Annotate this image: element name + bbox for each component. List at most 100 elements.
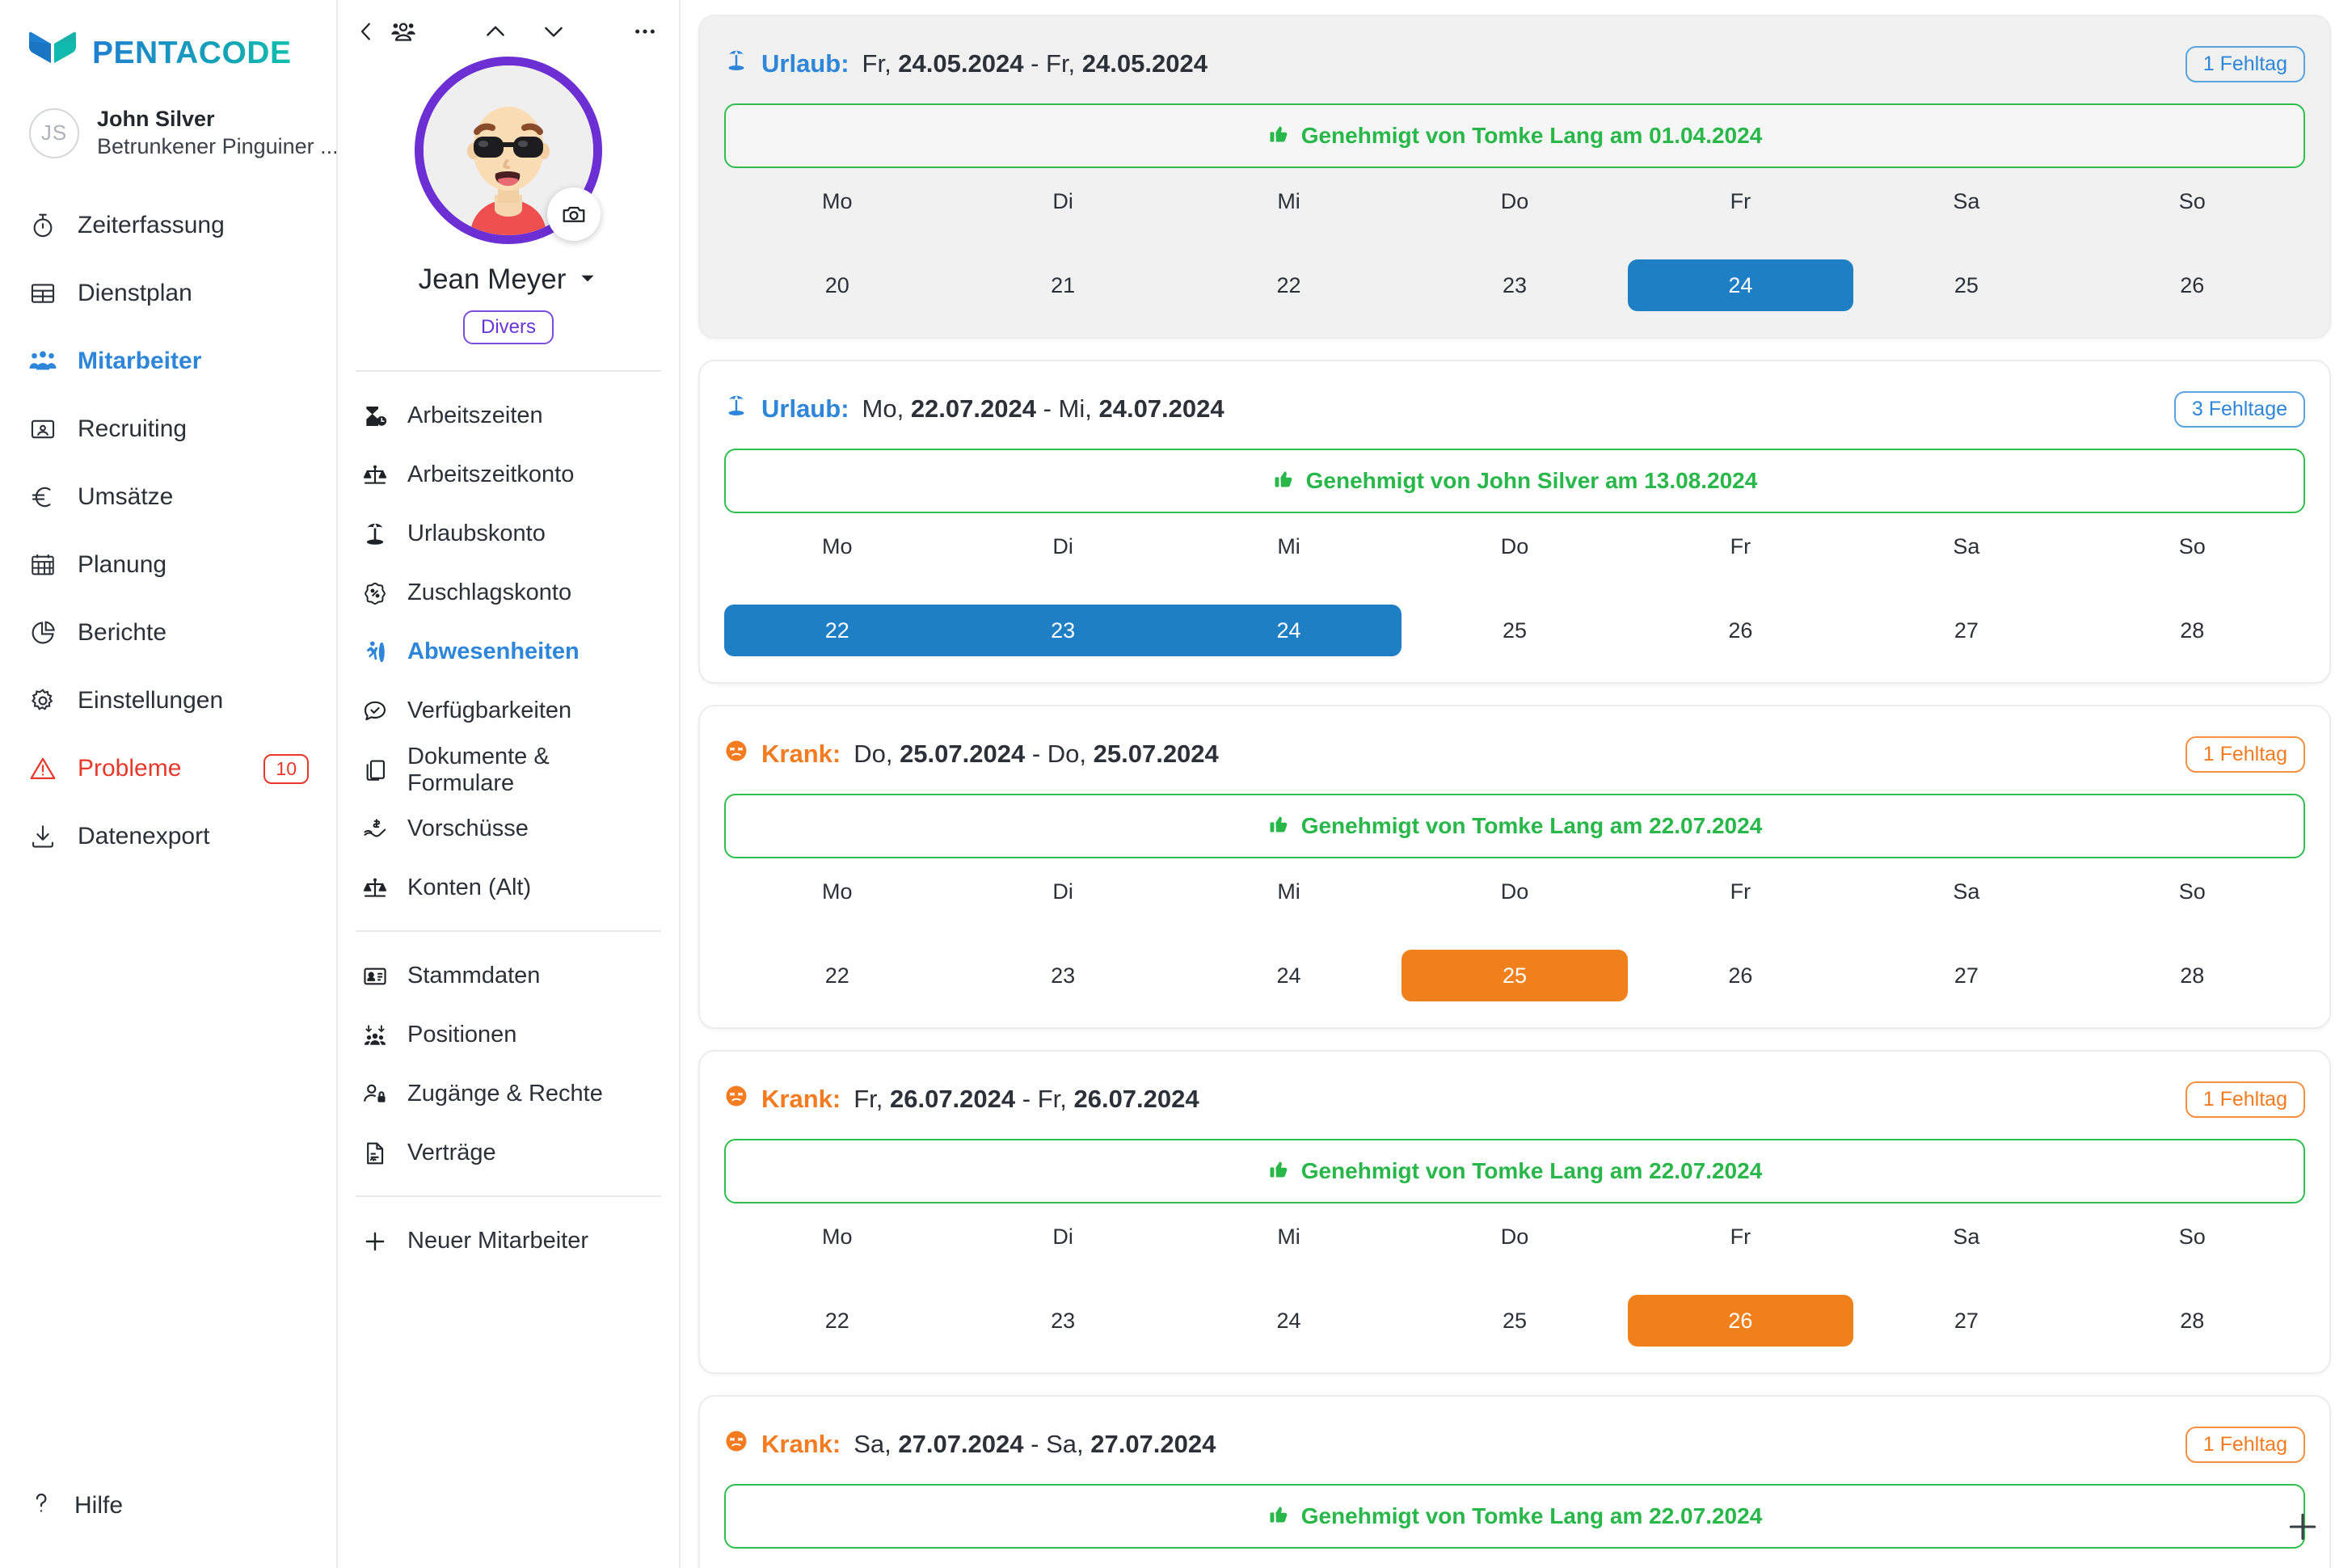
- sidebar-item-zeiterfassung[interactable]: Zeiterfassung: [0, 192, 336, 259]
- emp-nav-abwesenheiten[interactable]: Abwesenheiten: [338, 622, 679, 681]
- sidebar-item-dienstplan[interactable]: Dienstplan: [0, 259, 336, 327]
- emp-nav-label: Dokumente & Formulare: [407, 743, 550, 796]
- chevron-up-icon[interactable]: [483, 19, 508, 44]
- primary-nav: Zeiterfassung Dienstplan Mitarbeiter: [0, 192, 336, 870]
- thumbs-up-icon: [1267, 1157, 1290, 1186]
- divider: [356, 930, 661, 932]
- emp-nav-stammdaten[interactable]: Stammdaten: [338, 946, 679, 1005]
- day-cell[interactable]: 22: [824, 963, 849, 988]
- day-cell[interactable]: 24: [1276, 963, 1301, 988]
- day-cell[interactable]: 21: [1051, 272, 1076, 297]
- table-icon: [27, 278, 58, 309]
- absence-card[interactable]: Urlaub: Fr, 24.05.2024 - Fr, 24.05.2024 …: [698, 15, 2331, 339]
- download-icon: [27, 821, 58, 852]
- day-cell[interactable]: 24: [1627, 259, 1854, 311]
- day-cell[interactable]: 26: [2180, 272, 2205, 297]
- day-cell[interactable]: 25: [1502, 618, 1528, 643]
- day-cell[interactable]: 20: [824, 272, 849, 297]
- thumbs-up-icon: [1267, 812, 1290, 841]
- emp-nav-positionen[interactable]: Positionen: [338, 1005, 679, 1064]
- day-cell[interactable]: 26: [1728, 618, 1753, 643]
- employee-name-dropdown[interactable]: Jean Meyer: [338, 263, 679, 296]
- emp-nav-arbeitszeitkonto[interactable]: Arbeitszeitkonto: [338, 445, 679, 504]
- sick-face-icon: [724, 739, 748, 769]
- emp-nav-vertraege[interactable]: Verträge: [338, 1123, 679, 1182]
- day-cell[interactable]: 23: [950, 605, 1176, 656]
- sidebar-item-planung[interactable]: Planung: [0, 531, 336, 599]
- day-cell[interactable]: 23: [1051, 963, 1076, 988]
- status-badge: 1 Fehltag: [2185, 45, 2305, 82]
- approval-text: Genehmigt von Tomke Lang am 22.07.2024: [1300, 813, 1763, 838]
- new-employee-button[interactable]: Neuer Mitarbeiter: [338, 1212, 679, 1271]
- day-cell[interactable]: 25: [1402, 950, 1628, 1001]
- scales-icon: [360, 874, 390, 903]
- account-row[interactable]: JS John Silver Betrunkener Pinguiner ...: [0, 76, 336, 159]
- divider: [356, 1195, 661, 1197]
- thumbs-up-icon: [1267, 122, 1290, 150]
- absence-title: Krank: Do, 25.07.2024 - Do, 25.07.2024: [724, 739, 1219, 769]
- day-cell[interactable]: 23: [1502, 272, 1528, 297]
- emp-nav-dokumente-formulare[interactable]: Dokumente & Formulare: [338, 740, 679, 799]
- sidebar-item-hilfe[interactable]: Hilfe: [0, 1489, 336, 1568]
- sidebar-item-probleme[interactable]: Probleme 10: [0, 735, 336, 803]
- day-cell[interactable]: 28: [2180, 618, 2205, 643]
- day-cell[interactable]: 25: [1954, 272, 1979, 297]
- absence-card[interactable]: Krank: Fr, 26.07.2024 - Fr, 26.07.2024 1…: [698, 1050, 2331, 1374]
- approval-text: Genehmigt von Tomke Lang am 22.07.2024: [1300, 1503, 1763, 1528]
- emp-nav-urlaubskonto[interactable]: Urlaubskonto: [338, 504, 679, 563]
- day-cell[interactable]: 24: [1276, 1308, 1301, 1333]
- day-cell[interactable]: 22: [824, 1308, 849, 1333]
- sidebar-item-berichte[interactable]: Berichte: [0, 599, 336, 667]
- weekday-label: Mo: [821, 1224, 853, 1249]
- day-cell[interactable]: 28: [2180, 963, 2205, 988]
- absence-type: Krank:: [761, 740, 841, 768]
- emp-nav-label: Vorschüsse: [407, 816, 529, 841]
- sidebar-item-label: Datenexport: [78, 823, 210, 850]
- employee-tag-row: Divers: [338, 310, 679, 344]
- sidebar-item-umsaetze[interactable]: Umsätze: [0, 463, 336, 531]
- day-cell[interactable]: 22: [724, 605, 950, 656]
- avatar: JS: [29, 107, 79, 158]
- chevron-down-icon[interactable]: [541, 19, 567, 44]
- day-cell[interactable]: 23: [1051, 1308, 1076, 1333]
- sidebar-item-datenexport[interactable]: Datenexport: [0, 803, 336, 870]
- absence-card[interactable]: Krank: Sa, 27.07.2024 - Sa, 27.07.2024 1…: [698, 1395, 2331, 1568]
- day-cell[interactable]: 27: [1954, 963, 1979, 988]
- sidebar-item-recruiting[interactable]: Recruiting: [0, 395, 336, 463]
- day-cell[interactable]: 28: [2180, 1308, 2205, 1333]
- emp-nav-zugaenge-rechte[interactable]: Zugänge & Rechte: [338, 1064, 679, 1123]
- absence-card-header: Urlaub: Mo, 22.07.2024 - Mi, 24.07.2024 …: [724, 382, 2305, 436]
- absence-range: Do, 25.07.2024 - Do, 25.07.2024: [854, 740, 1219, 768]
- week-weekday-row: Mo Di Mi Do Fr Sa So: [724, 879, 2305, 929]
- brand[interactable]: PENTACODE: [0, 0, 336, 76]
- sidebar-item-label: Umsätze: [78, 483, 174, 511]
- chevron-left-icon[interactable]: [354, 19, 378, 44]
- camera-icon[interactable]: [547, 188, 601, 241]
- weekday-label: So: [2178, 189, 2206, 213]
- emp-nav-verfuegbarkeiten[interactable]: Verfügbarkeiten: [338, 681, 679, 740]
- ellipsis-icon[interactable]: [632, 19, 658, 44]
- day-cell[interactable]: 26: [1728, 963, 1753, 988]
- add-absence-button[interactable]: [2281, 1505, 2325, 1549]
- absence-card[interactable]: Urlaub: Mo, 22.07.2024 - Mi, 24.07.2024 …: [698, 360, 2331, 684]
- people-group-icon[interactable]: [390, 18, 417, 45]
- weekday-label: Do: [1500, 189, 1529, 213]
- sick-face-icon: [724, 1084, 748, 1115]
- absence-card[interactable]: Krank: Do, 25.07.2024 - Do, 25.07.2024 1…: [698, 705, 2331, 1029]
- emp-nav-arbeitszeiten[interactable]: Arbeitszeiten: [338, 386, 679, 445]
- day-cell[interactable]: 26: [1627, 1295, 1854, 1347]
- emp-nav-vorschuesse[interactable]: Vorschüsse: [338, 799, 679, 858]
- day-cell[interactable]: 27: [1954, 618, 1979, 643]
- palm-tree-icon: [360, 520, 390, 549]
- speech-check-icon: [360, 697, 390, 726]
- day-cell[interactable]: 27: [1954, 1308, 1979, 1333]
- sidebar-item-einstellungen[interactable]: Einstellungen: [0, 667, 336, 735]
- day-cell[interactable]: 22: [1276, 272, 1301, 297]
- day-cell[interactable]: 24: [1175, 605, 1402, 656]
- sidebar-item-mitarbeiter[interactable]: Mitarbeiter: [0, 327, 336, 395]
- emp-nav-konten-alt[interactable]: Konten (Alt): [338, 858, 679, 917]
- plus-icon: [360, 1227, 390, 1256]
- day-cell[interactable]: 25: [1502, 1308, 1528, 1333]
- emp-nav-zuschlagskonto[interactable]: Zuschlagskonto: [338, 563, 679, 622]
- people-icon: [27, 346, 58, 377]
